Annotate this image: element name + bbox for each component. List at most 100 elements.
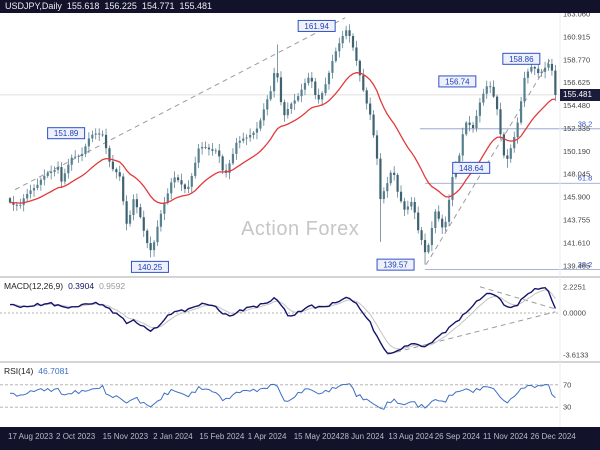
rsi-value: 46.7081 bbox=[38, 366, 70, 376]
candle-body bbox=[8, 198, 12, 203]
macd-main-value: 0.3904 bbox=[68, 281, 95, 291]
candle-body bbox=[170, 182, 173, 194]
candle-body bbox=[461, 134, 464, 156]
candle-body bbox=[537, 68, 540, 74]
symbol-timeframe-label: USDJPY,Daily bbox=[5, 1, 62, 11]
candle-body bbox=[471, 124, 475, 128]
candle-body bbox=[77, 156, 80, 157]
price-axis-label: 158.770 bbox=[563, 55, 590, 64]
current-price-tag: 155.481 bbox=[560, 89, 600, 101]
price-axis-label: 141.610 bbox=[563, 238, 590, 247]
candle-body bbox=[334, 51, 337, 62]
candle-body bbox=[269, 91, 272, 100]
candle-body bbox=[526, 71, 530, 78]
candle-body bbox=[543, 67, 547, 72]
candle-body bbox=[221, 156, 224, 171]
candle-body bbox=[533, 66, 536, 69]
candle-body bbox=[197, 148, 200, 163]
moving-average-line bbox=[9, 72, 556, 204]
fib-level-label: 61.8 bbox=[578, 174, 593, 183]
rsi-label: RSI(14) bbox=[4, 366, 34, 376]
candle-body bbox=[146, 230, 149, 244]
candle-body bbox=[276, 73, 279, 78]
trendline[interactable] bbox=[14, 17, 346, 191]
price-flag bbox=[502, 52, 541, 65]
date-tick-label: 2 Jan 2024 bbox=[153, 432, 193, 441]
close-value: 155.481 bbox=[179, 1, 213, 11]
candle-body bbox=[489, 86, 492, 88]
candle-body bbox=[200, 147, 204, 149]
candle-body bbox=[204, 147, 207, 148]
date-tick-label: 11 Nov 2024 bbox=[483, 432, 528, 441]
date-tick-label: 1 Apr 2024 bbox=[247, 432, 287, 441]
candle-body bbox=[149, 243, 152, 251]
rsi-line bbox=[9, 383, 556, 410]
candle-body bbox=[218, 150, 221, 157]
low-value: 154.771 bbox=[141, 1, 175, 11]
candle-body bbox=[19, 204, 22, 206]
candle-body bbox=[530, 66, 533, 72]
price-axis-label: 163.060 bbox=[563, 13, 590, 19]
candle-body bbox=[355, 47, 358, 61]
fib-level-label: 38.2 bbox=[578, 119, 593, 128]
candle-body bbox=[43, 175, 46, 180]
candle-body bbox=[273, 73, 276, 92]
price-flag-label: 139.57 bbox=[383, 261, 408, 270]
candle-body bbox=[279, 77, 283, 103]
candle-body bbox=[303, 83, 307, 90]
price-flag bbox=[438, 75, 477, 88]
price-flag-label: 151.89 bbox=[54, 129, 79, 138]
price-flag bbox=[297, 19, 336, 32]
candle-body bbox=[351, 35, 355, 48]
candle-body bbox=[509, 148, 512, 159]
candle-body bbox=[163, 202, 166, 214]
high-value: 156.225 bbox=[104, 1, 137, 11]
candle-body bbox=[554, 70, 557, 95]
candle-body bbox=[50, 171, 53, 174]
candle-body bbox=[444, 221, 447, 228]
candle-body bbox=[492, 86, 495, 97]
candle-body bbox=[84, 146, 87, 155]
candle-body bbox=[36, 184, 39, 189]
date-axis[interactable]: 17 Aug 2023 2 Oct 2023 15 Nov 2023 2 Jan 20… bbox=[0, 427, 600, 450]
candle-body bbox=[338, 43, 341, 52]
candle-body bbox=[327, 72, 331, 85]
price-axis-label: 156.625 bbox=[563, 78, 590, 87]
macd-axis-label: -3.6133 bbox=[563, 351, 588, 360]
candle-body bbox=[447, 199, 451, 222]
candle-body bbox=[499, 109, 502, 135]
rsi-axis-label: 70 bbox=[563, 380, 571, 389]
candle-body bbox=[386, 183, 389, 192]
candle-body bbox=[29, 190, 32, 194]
candle-body bbox=[413, 201, 416, 213]
candle-body bbox=[98, 133, 101, 135]
candle-body bbox=[228, 163, 231, 173]
candle-body bbox=[266, 99, 269, 110]
candle-body bbox=[540, 71, 543, 74]
candle-body bbox=[516, 122, 519, 138]
rsi-axis-label: 30 bbox=[563, 403, 571, 412]
candle-body bbox=[87, 138, 90, 147]
candle-body bbox=[53, 169, 56, 172]
candle-body bbox=[550, 63, 554, 71]
watermark: Action Forex bbox=[241, 218, 360, 240]
candle-body bbox=[396, 174, 399, 192]
price-axis-label: 145.900 bbox=[563, 193, 590, 202]
candle-body bbox=[156, 226, 159, 243]
date-tick-label: 26 Dec 2024 bbox=[530, 432, 576, 441]
fib-level-label: 38.2 bbox=[578, 260, 593, 269]
macd-trendline[interactable] bbox=[479, 286, 556, 310]
candle-body bbox=[94, 133, 97, 135]
candle-body bbox=[437, 211, 440, 219]
chart-canvas[interactable]: 38.2 61.8 38.2 151.89 161.94 140.25 139.57 148.… bbox=[0, 13, 600, 427]
candle-body bbox=[74, 156, 77, 158]
candle-body bbox=[321, 93, 324, 100]
candle-body bbox=[176, 177, 180, 181]
macd-trendline[interactable] bbox=[387, 311, 556, 355]
candle-body bbox=[482, 93, 485, 103]
candle-body bbox=[513, 137, 516, 149]
candle-body bbox=[331, 61, 334, 73]
candle-body bbox=[12, 202, 15, 205]
macd-indicator-header: MACD(12,26,9) 0.3904 0.9592 bbox=[4, 281, 125, 291]
date-tick-label: 26 Sep 2024 bbox=[434, 432, 481, 441]
